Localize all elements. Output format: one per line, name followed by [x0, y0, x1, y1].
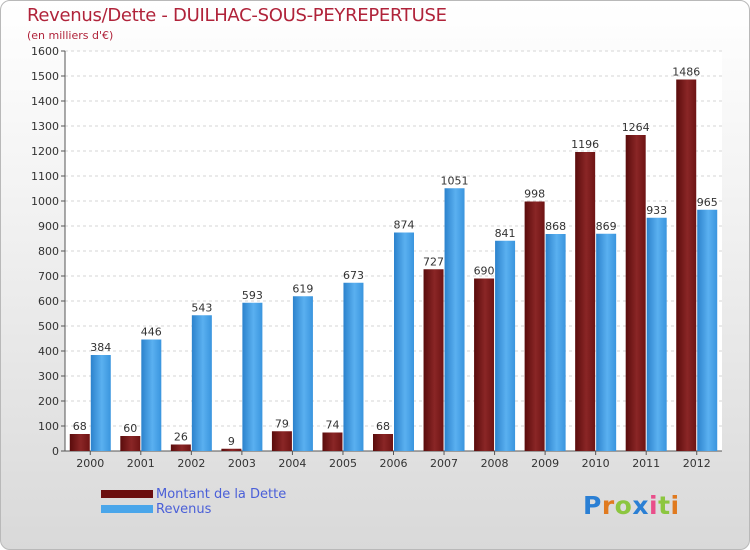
data-label-revenus: 543	[191, 301, 212, 314]
logo-letter: r	[601, 491, 615, 520]
data-label-dette: 1264	[622, 121, 650, 134]
data-label-revenus: 868	[545, 220, 566, 233]
y-tick-label: 1300	[31, 120, 59, 133]
bar-dette	[474, 278, 495, 451]
legend-label-dette: Montant de la Dette	[156, 487, 287, 502]
data-label-dette: 68	[73, 420, 87, 433]
data-label-revenus: 965	[697, 196, 718, 209]
y-tick-label: 600	[38, 295, 59, 308]
bar-dette	[524, 201, 545, 451]
y-tick-label: 400	[38, 345, 59, 358]
legend-swatch-dette	[101, 490, 153, 498]
proxiti-logo: Proxiti	[583, 491, 680, 520]
y-tick-label: 1000	[31, 195, 59, 208]
bar-revenus	[646, 217, 667, 451]
logo-letter: x	[632, 491, 649, 520]
data-label-dette: 690	[474, 265, 495, 278]
bar-revenus	[191, 315, 212, 451]
bar-revenus	[242, 302, 263, 451]
y-tick-label: 1400	[31, 95, 59, 108]
x-tick-label: 2007	[430, 457, 458, 470]
bar-dette	[575, 152, 596, 451]
data-label-revenus: 619	[292, 282, 313, 295]
data-label-dette: 1196	[571, 138, 599, 151]
bar-revenus	[596, 233, 617, 451]
bar-dette	[271, 431, 292, 451]
logo-letter: P	[583, 491, 602, 520]
x-tick-label: 2012	[683, 457, 711, 470]
y-tick-label: 300	[38, 370, 59, 383]
y-tick-label: 1600	[31, 45, 59, 58]
bar-dette	[676, 79, 697, 451]
y-tick-label: 800	[38, 245, 59, 258]
legend-swatch-revenus	[101, 505, 153, 513]
bar-dette	[423, 269, 444, 451]
x-tick-label: 2001	[127, 457, 155, 470]
data-label-revenus: 1051	[441, 174, 469, 187]
data-label-dette: 26	[174, 431, 188, 444]
logo-letter: i	[670, 491, 680, 520]
chart-title: Revenus/Dette - DUILHAC-SOUS-PEYREPERTUS…	[27, 5, 447, 26]
data-label-revenus: 446	[141, 326, 162, 339]
data-label-revenus: 869	[596, 220, 617, 233]
bar-dette	[373, 434, 393, 451]
data-label-revenus: 673	[343, 269, 364, 282]
bar-revenus	[90, 355, 111, 451]
x-tick-label: 2009	[531, 457, 559, 470]
bar-dette	[170, 444, 191, 451]
x-tick-label: 2002	[177, 457, 205, 470]
bar-revenus	[697, 209, 718, 451]
data-label-dette: 727	[423, 255, 444, 268]
data-label-dette: 60	[123, 422, 137, 435]
y-tick-label: 200	[38, 395, 59, 408]
y-tick-label: 0	[52, 445, 59, 458]
y-tick-label: 900	[38, 220, 59, 233]
data-label-dette: 79	[275, 417, 289, 430]
bar-dette	[322, 432, 343, 451]
bar-dette	[625, 135, 646, 451]
logo-letter: t	[658, 491, 671, 520]
bar-revenus	[394, 232, 414, 451]
x-tick-label: 2010	[582, 457, 610, 470]
bar-revenus	[141, 339, 162, 451]
bar-dette	[120, 436, 141, 451]
data-label-revenus: 933	[646, 204, 667, 217]
data-label-dette: 74	[325, 419, 339, 432]
data-label-dette: 1486	[672, 66, 700, 79]
x-tick-label: 2003	[228, 457, 256, 470]
chart-subtitle: (en milliers d'€)	[27, 29, 114, 42]
bar-dette	[69, 434, 90, 451]
y-tick-label: 1200	[31, 145, 59, 158]
logo-letter: i	[649, 491, 659, 520]
x-tick-label: 2000	[76, 457, 104, 470]
data-label-dette: 68	[376, 420, 390, 433]
y-tick-label: 1500	[31, 70, 59, 83]
y-tick-label: 500	[38, 320, 59, 333]
data-label-dette: 9	[228, 435, 235, 448]
x-tick-label: 2004	[278, 457, 306, 470]
data-label-dette: 998	[524, 188, 545, 201]
bar-dette	[221, 448, 242, 451]
bar-revenus	[343, 282, 364, 451]
y-tick-label: 100	[38, 420, 59, 433]
data-label-revenus: 841	[495, 227, 516, 240]
bar-revenus	[495, 240, 516, 451]
legend-label-revenus: Revenus	[156, 502, 212, 517]
logo-letter: o	[614, 491, 633, 520]
bar-revenus	[545, 234, 566, 451]
bar-revenus	[292, 296, 313, 451]
x-tick-label: 2006	[380, 457, 408, 470]
data-label-revenus: 874	[394, 219, 415, 232]
y-tick-label: 700	[38, 270, 59, 283]
bar-revenus	[444, 188, 465, 451]
x-tick-label: 2008	[481, 457, 509, 470]
x-tick-label: 2005	[329, 457, 357, 470]
data-label-revenus: 593	[242, 289, 263, 302]
y-tick-label: 1100	[31, 170, 59, 183]
data-label-revenus: 384	[90, 341, 111, 354]
x-tick-label: 2011	[632, 457, 660, 470]
